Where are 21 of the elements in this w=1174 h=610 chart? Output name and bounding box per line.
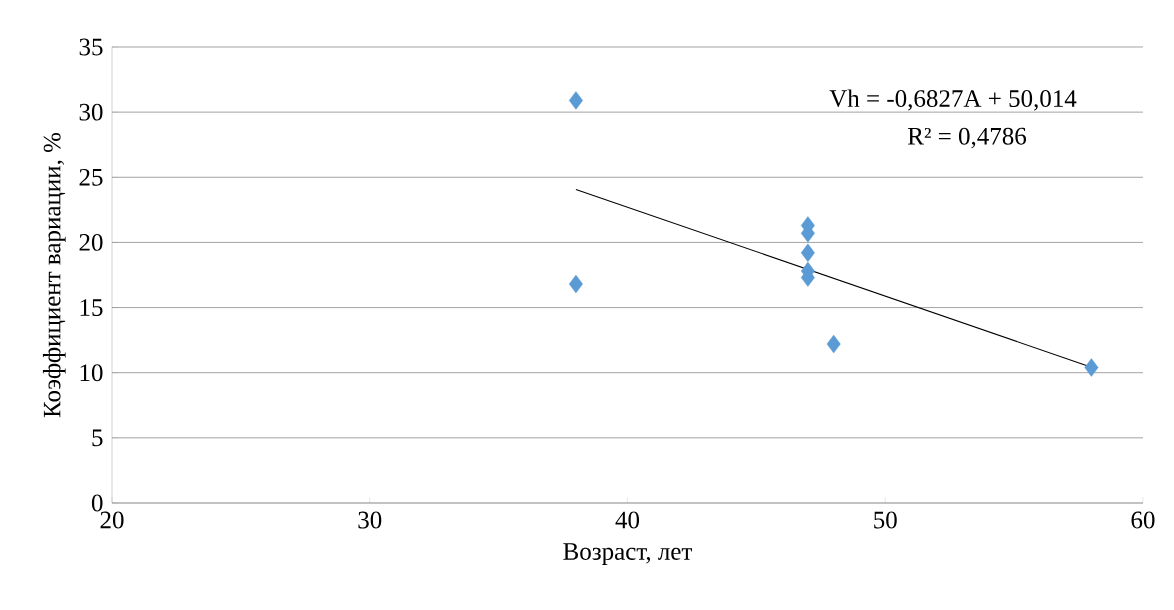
y-axis-title: Коэффициент вариации, % bbox=[42, 132, 66, 418]
y-tick-label: 5 bbox=[92, 429, 103, 447]
x-tick-label: 60 bbox=[1131, 511, 1155, 529]
x-tick-label: 40 bbox=[615, 511, 640, 529]
x-tick-label: 50 bbox=[874, 511, 897, 529]
y-tick-label: 10 bbox=[80, 364, 103, 382]
y-tick-label: 35 bbox=[79, 38, 103, 56]
y-tick-label: 30 bbox=[79, 103, 103, 121]
x-axis-title: Возраст, лет bbox=[563, 543, 692, 565]
point bbox=[1084, 358, 1099, 377]
y-tick-label: 20 bbox=[79, 233, 103, 251]
y-tick-label: 25 bbox=[79, 168, 103, 186]
point bbox=[568, 91, 583, 110]
annotation: Vh = -0,6827A + 50,014 bbox=[829, 89, 1077, 111]
y-tick-label: 0 bbox=[91, 494, 103, 512]
annotation: R² = 0,4786 bbox=[907, 127, 1027, 149]
point bbox=[800, 243, 815, 263]
x-tick-label: 30 bbox=[358, 511, 382, 529]
point bbox=[568, 274, 583, 294]
y-tick-label: 15 bbox=[80, 299, 103, 316]
point bbox=[826, 334, 841, 354]
